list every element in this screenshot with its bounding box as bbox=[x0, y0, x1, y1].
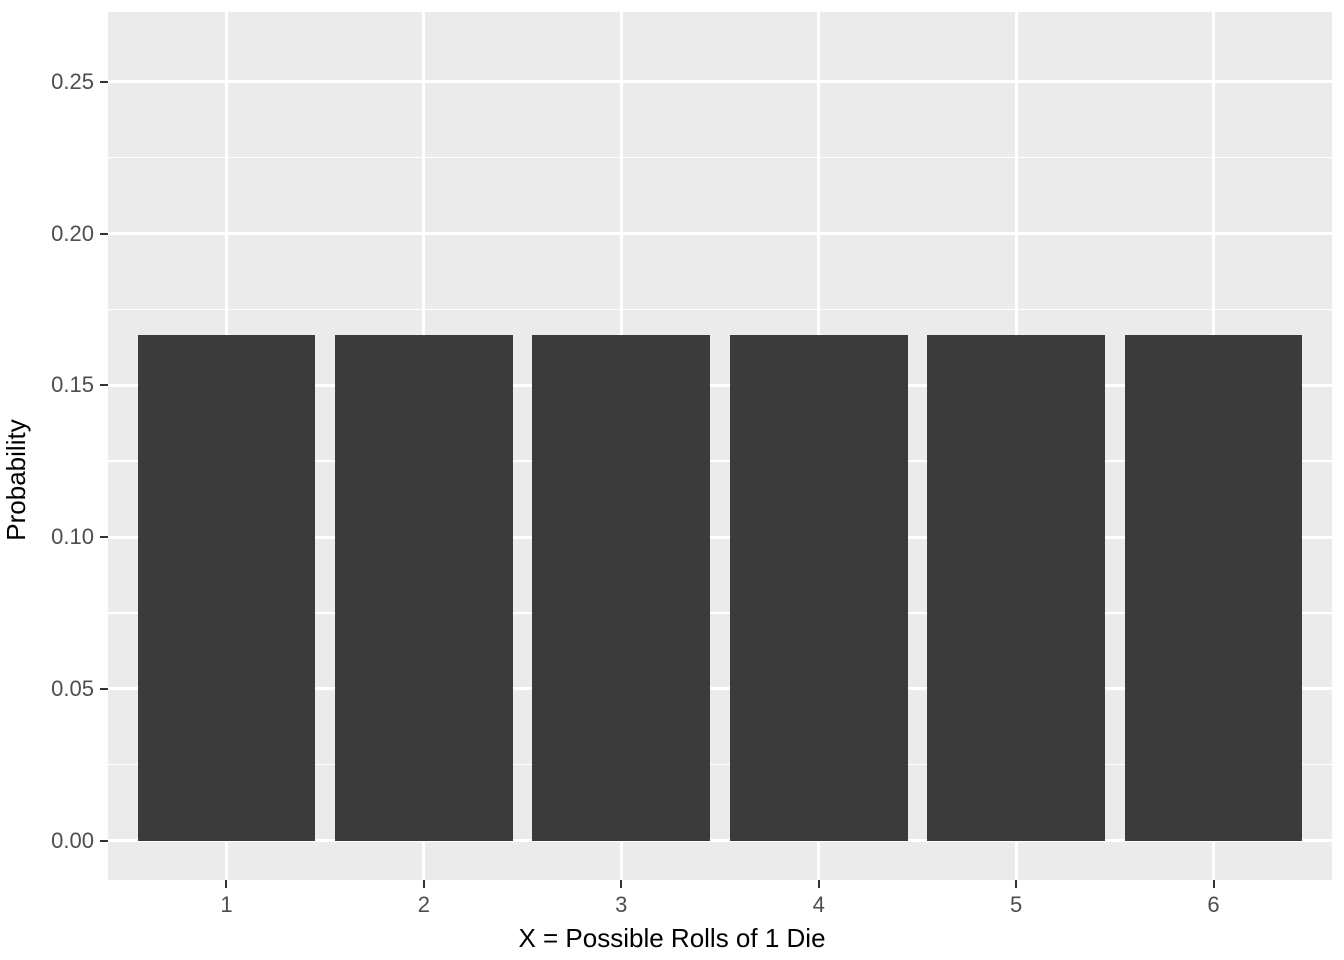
x-tick-mark bbox=[225, 880, 227, 888]
x-axis-title: X = Possible Rolls of 1 Die bbox=[0, 923, 1344, 954]
grid-major-h bbox=[108, 232, 1332, 235]
y-tick-label: 0.00 bbox=[0, 828, 94, 854]
y-axis-title: Probability bbox=[1, 419, 32, 540]
y-tick-label: 0.10 bbox=[0, 524, 94, 550]
y-tick-mark bbox=[100, 384, 108, 386]
x-tick-label: 6 bbox=[1207, 892, 1219, 918]
y-tick-label: 0.15 bbox=[0, 372, 94, 398]
y-tick-mark bbox=[100, 840, 108, 842]
y-tick-mark bbox=[100, 81, 108, 83]
y-tick-label: 0.20 bbox=[0, 221, 94, 247]
y-tick-mark bbox=[100, 233, 108, 235]
x-tick-label: 1 bbox=[220, 892, 232, 918]
x-tick-mark bbox=[1015, 880, 1017, 888]
y-tick-label: 0.25 bbox=[0, 69, 94, 95]
x-tick-mark bbox=[818, 880, 820, 888]
x-tick-label: 3 bbox=[615, 892, 627, 918]
y-tick-mark bbox=[100, 688, 108, 690]
y-tick-label: 0.05 bbox=[0, 676, 94, 702]
x-tick-mark bbox=[620, 880, 622, 888]
bar-3 bbox=[532, 335, 710, 841]
grid-minor-h bbox=[108, 309, 1332, 311]
x-tick-label: 5 bbox=[1010, 892, 1022, 918]
bar-1 bbox=[138, 335, 316, 841]
plot-panel bbox=[108, 12, 1332, 880]
bar-4 bbox=[730, 335, 908, 841]
y-tick-mark bbox=[100, 536, 108, 538]
x-tick-label: 4 bbox=[813, 892, 825, 918]
x-tick-mark bbox=[1213, 880, 1215, 888]
x-tick-mark bbox=[423, 880, 425, 888]
x-tick-label: 2 bbox=[418, 892, 430, 918]
bar-6 bbox=[1125, 335, 1303, 841]
bar-5 bbox=[927, 335, 1105, 841]
probability-bar-chart: Probability X = Possible Rolls of 1 Die … bbox=[0, 0, 1344, 960]
grid-major-h bbox=[108, 80, 1332, 83]
bar-2 bbox=[335, 335, 513, 841]
grid-minor-h bbox=[108, 157, 1332, 159]
